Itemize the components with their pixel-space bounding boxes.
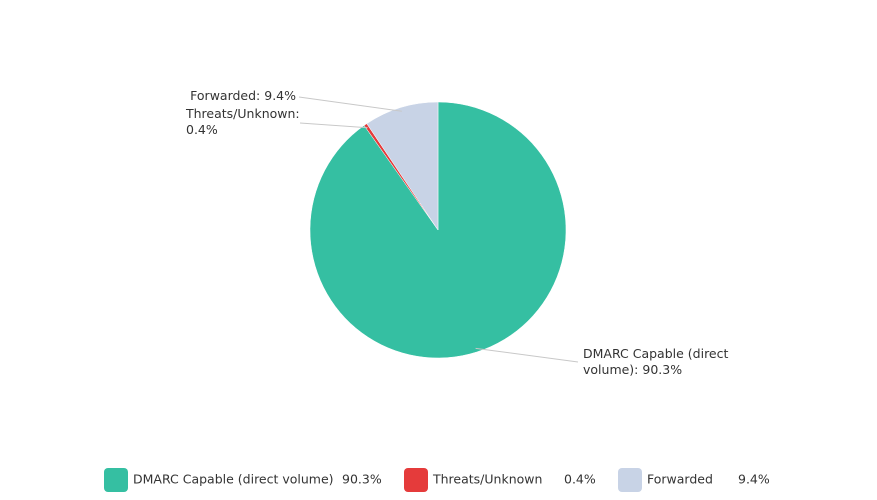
legend-swatch <box>404 468 428 492</box>
legend-swatch <box>104 468 128 492</box>
slice-label: Threats/Unknown: 0.4% <box>186 106 300 137</box>
slice-label: Forwarded: 9.4% <box>190 88 296 103</box>
slice-label: DMARC Capable (direct volume): 90.3% <box>583 346 729 377</box>
callout-line <box>299 122 368 129</box>
legend-value: 9.4% <box>738 472 770 487</box>
legend-swatch <box>618 468 642 492</box>
legend-label: Threats/Unknown <box>432 472 542 487</box>
legend-label: DMARC Capable (direct volume) <box>133 472 334 487</box>
pie-slice <box>366 101 439 231</box>
callout-line <box>298 96 402 112</box>
legend-value: 90.3% <box>342 472 382 487</box>
callout-line <box>475 347 579 363</box>
legend-label: Forwarded <box>647 472 713 487</box>
legend-value: 0.4% <box>564 472 596 487</box>
